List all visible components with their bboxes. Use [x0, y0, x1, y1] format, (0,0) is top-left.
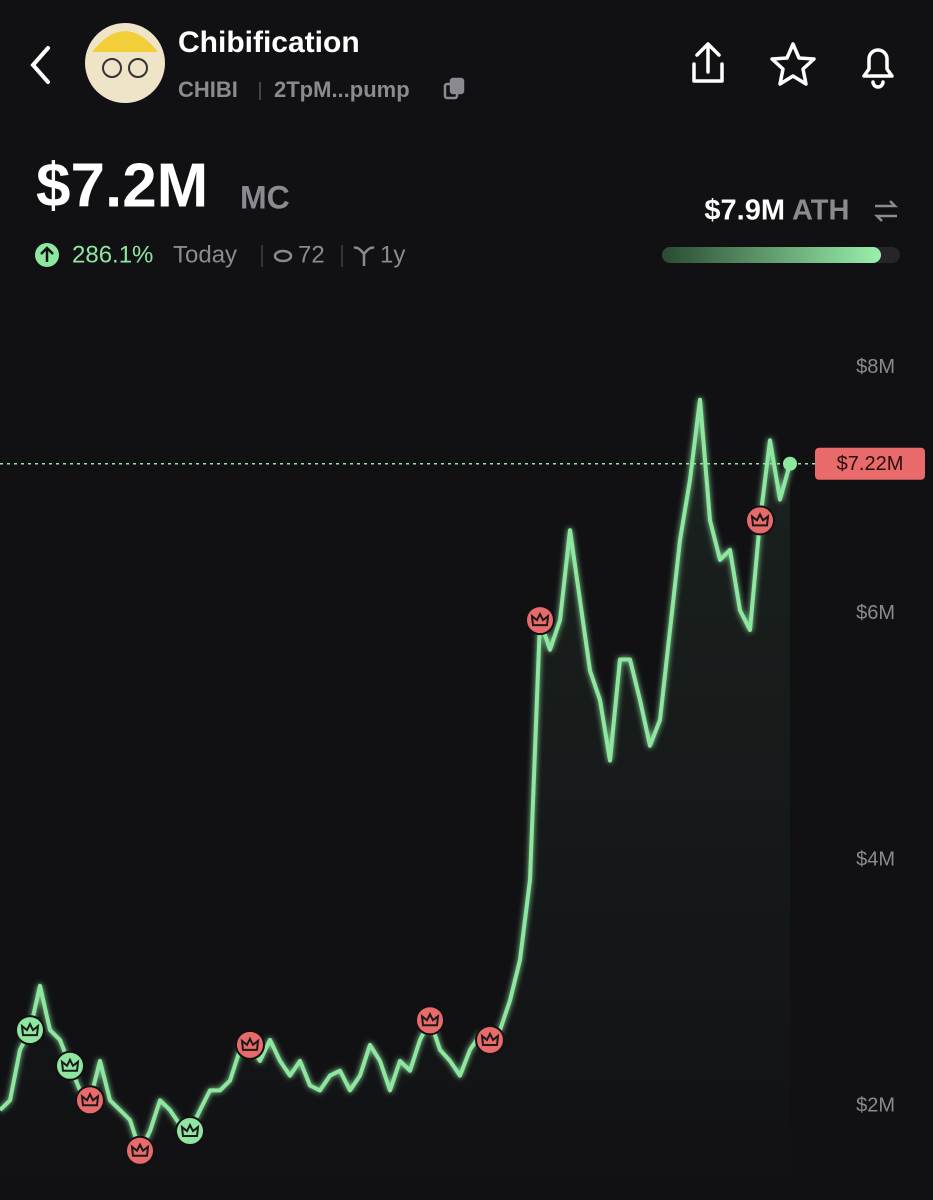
- token-name: Chibification: [178, 26, 360, 59]
- current-price-tag: [815, 447, 925, 480]
- trade-marker: [475, 1024, 505, 1055]
- trade-icon: [420, 1012, 440, 1027]
- trade-marker: [175, 1116, 205, 1147]
- trade-marker: [15, 1015, 45, 1046]
- notify-button[interactable]: [862, 48, 894, 89]
- trade-icon: [60, 1057, 80, 1072]
- age-icon: [353, 246, 375, 266]
- trade-marker: [55, 1050, 85, 1081]
- trade-icon: [750, 512, 770, 527]
- change: 286.1%: [72, 241, 153, 268]
- trade-marker: [75, 1085, 105, 1116]
- swap-button[interactable]: [873, 200, 899, 222]
- price-line: [0, 397, 792, 1153]
- trade-marker: [525, 605, 555, 636]
- ath-progress: [662, 247, 881, 263]
- trade-icon: [180, 1122, 200, 1138]
- share-button[interactable]: [692, 42, 724, 83]
- ath-value: $7.9M: [704, 195, 785, 227]
- trade-marker: [415, 1005, 445, 1036]
- y-tick-label: $2M: [856, 1095, 895, 1117]
- copy-button[interactable]: [443, 77, 465, 100]
- mc-label: MC: [240, 179, 290, 215]
- area-fill: [0, 399, 790, 1200]
- trade-marker: [125, 1135, 155, 1166]
- favorite-button[interactable]: [770, 42, 816, 86]
- market-cap: $7.2M: [36, 151, 208, 220]
- trade-icon: [130, 1142, 150, 1157]
- age: 1y: [380, 241, 405, 268]
- trade-icon: [240, 1036, 260, 1051]
- chart: $2M $4M $6M $8M $7.22M: [0, 356, 925, 1200]
- period: Today: [173, 241, 237, 268]
- watchers: 72: [298, 241, 325, 268]
- trade-icon: [20, 1021, 40, 1037]
- ath-label: ATH: [792, 195, 849, 227]
- trade-marker: [235, 1029, 265, 1060]
- trade-icon: [480, 1031, 500, 1046]
- current-point: [783, 456, 797, 471]
- y-tick-label: $8M: [856, 356, 895, 378]
- ticker: CHIBI: [178, 77, 238, 102]
- address: 2TpM...pump: [274, 77, 410, 102]
- eye-icon: [273, 249, 293, 263]
- y-tick-label: $6M: [856, 602, 895, 624]
- back-button[interactable]: [30, 46, 50, 84]
- avatar: [85, 23, 165, 103]
- trade-icon: [530, 611, 550, 627]
- trade-icon: [80, 1092, 100, 1107]
- trade-marker: [745, 505, 775, 536]
- y-tick-label: $4M: [856, 848, 895, 870]
- up-arrow: [40, 246, 54, 262]
- current-price-label: $7.22M: [837, 453, 904, 475]
